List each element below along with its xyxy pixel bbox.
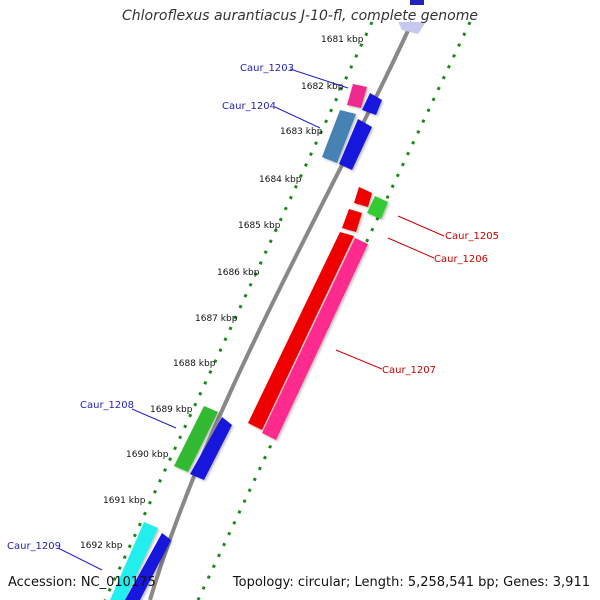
leader-caur-1205 xyxy=(397,215,445,237)
tick-label: 1681 kbp xyxy=(321,35,364,45)
gene-block xyxy=(342,209,362,232)
gene-block xyxy=(322,110,356,163)
leader-caur-1209 xyxy=(57,547,103,571)
tick-label: 1692 kbp xyxy=(80,541,123,551)
gene-label[interactable]: Caur_1203 xyxy=(240,63,294,74)
gene-block xyxy=(262,238,368,440)
genome-title: Chloroflexus aurantiacus J-10-fl, comple… xyxy=(122,8,478,24)
tick-label: 1690 kbp xyxy=(126,450,169,460)
tick-label: 1687 kbp xyxy=(195,314,238,324)
leader-caur-1203 xyxy=(289,68,349,89)
gene-block xyxy=(110,522,158,600)
gene-features xyxy=(110,84,388,600)
gene-label[interactable]: Caur_1208 xyxy=(80,400,134,411)
tick-labels: 1681 kbp 1682 kbp 1683 kbp 1684 kbp 1685… xyxy=(80,35,364,551)
tick-label: 1684 kbp xyxy=(259,175,302,185)
gene-block xyxy=(354,187,372,207)
feature-top-blue xyxy=(410,0,424,5)
gene-label[interactable]: Caur_1207 xyxy=(382,365,436,376)
genome-summary: Topology: circular; Length: 5,258,541 bp… xyxy=(232,575,590,590)
leader-caur-1208 xyxy=(131,408,177,429)
leader-caur-1206 xyxy=(387,237,435,259)
gene-label[interactable]: Caur_1204 xyxy=(222,101,276,112)
leader-caur-1207 xyxy=(335,349,383,370)
tick-label: 1685 kbp xyxy=(238,221,281,231)
tick-label: 1688 kbp xyxy=(173,359,216,369)
tick-label: 1691 kbp xyxy=(103,496,146,506)
gene-block xyxy=(125,533,171,600)
gene-block xyxy=(248,232,354,430)
tick-label: 1683 kbp xyxy=(280,127,323,137)
gene-block xyxy=(362,93,382,115)
gene-label[interactable]: Caur_1209 xyxy=(7,541,61,552)
tick-label: 1686 kbp xyxy=(217,268,260,278)
tick-label: 1682 kbp xyxy=(301,82,344,92)
gene-block xyxy=(174,406,218,472)
gene-labels: Caur_1203 Caur_1204 Caur_1205 Caur_1206 … xyxy=(7,63,499,552)
gene-label[interactable]: Caur_1206 xyxy=(434,254,488,265)
feature-top xyxy=(398,22,426,34)
accession-text: Accession: NC_010175 xyxy=(8,575,156,590)
gene-label[interactable]: Caur_1205 xyxy=(445,231,499,242)
gene-block xyxy=(339,119,372,170)
label-leaders xyxy=(57,68,445,571)
tick-label: 1689 kbp xyxy=(150,405,193,415)
gene-block xyxy=(367,196,388,219)
gene-block xyxy=(190,417,232,480)
leader-caur-1204 xyxy=(274,106,321,129)
tick-track-left xyxy=(103,21,374,600)
gene-block xyxy=(347,84,367,108)
